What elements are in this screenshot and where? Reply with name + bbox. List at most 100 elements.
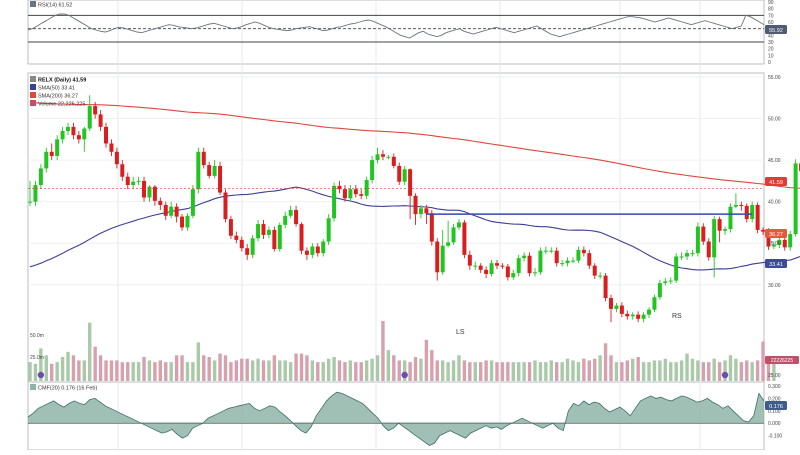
price-panel-frame	[27, 72, 765, 383]
candle-body	[60, 131, 65, 140]
volume-bars	[28, 321, 776, 381]
candle-body	[364, 180, 369, 196]
volume-bar	[538, 362, 543, 381]
candle-body	[321, 241, 326, 254]
volume-bar	[202, 355, 206, 381]
volume-bar	[533, 360, 537, 381]
candle-body	[603, 275, 608, 299]
volume-bar	[473, 362, 477, 381]
candle-body	[337, 185, 342, 190]
volume-bar	[603, 343, 608, 381]
volume-bar	[115, 360, 119, 381]
volume-bar	[109, 360, 114, 381]
rsi-last-tag: 55.92	[765, 25, 787, 34]
volume-bar	[180, 355, 184, 381]
cmf-legend: CMF(20) 0.176 (16 Feb)	[30, 384, 97, 392]
volume-bar	[136, 362, 141, 381]
volume-bar	[446, 362, 450, 381]
cmf-legend-label: CMF(20)	[38, 386, 60, 392]
candle-body	[663, 281, 668, 284]
volume-bar	[142, 357, 146, 381]
candle-body	[174, 206, 179, 217]
candle-body	[109, 143, 114, 152]
candle-body	[587, 253, 592, 266]
candle-body	[228, 219, 233, 236]
candle-body	[120, 164, 125, 177]
candle-body	[571, 260, 575, 262]
svg-text:41.59: 41.59	[769, 180, 783, 186]
candle-body	[256, 224, 261, 239]
candle-body	[98, 114, 103, 127]
volume-bar	[153, 362, 157, 381]
volume-bar	[402, 360, 407, 381]
price-overlays	[28, 188, 764, 379]
rsi-legend-label: RSI(14)	[38, 3, 57, 9]
rsi-legend: RSI(14) 61.52	[30, 1, 72, 9]
svg-text:RSI(14) 61.52: RSI(14) 61.52	[38, 3, 72, 9]
candle-body	[494, 263, 499, 266]
candle-body	[690, 253, 695, 255]
volume-bar	[728, 355, 733, 381]
volume-bar	[316, 362, 320, 381]
candle-body	[793, 163, 798, 235]
candle-body	[66, 126, 71, 132]
rsi-panel-frame	[27, 0, 765, 65]
volume-bar	[468, 362, 472, 381]
volume-bar	[555, 362, 559, 381]
candle-body	[788, 234, 793, 248]
candle-body	[55, 139, 60, 156]
volume-bar	[245, 358, 249, 381]
candle-body	[581, 249, 586, 254]
candle-body	[131, 181, 136, 186]
candle-body	[712, 219, 717, 258]
volume-bar	[392, 355, 396, 381]
candle-body	[87, 106, 92, 129]
volume-bar	[88, 322, 92, 381]
volume-bar	[223, 355, 228, 381]
candlesticks	[28, 95, 800, 323]
volume-bar	[712, 358, 716, 381]
volume-bar	[375, 355, 380, 381]
rsi-panel	[27, 13, 765, 43]
svg-text:55.92: 55.92	[769, 28, 783, 34]
candle-body	[630, 314, 635, 317]
volume-bar	[663, 358, 668, 381]
candle-body	[717, 219, 722, 231]
volume-bar	[652, 360, 657, 381]
cmf-tick-label: 0.000	[768, 421, 781, 427]
candle-body	[739, 204, 744, 206]
candle-body	[310, 246, 315, 255]
earnings-marker	[37, 371, 45, 379]
sma200-tag: 36.27	[765, 229, 787, 238]
candle-body	[185, 215, 190, 228]
price-legend: RELX (Daily) 41.59 SMA(50) 33.41 SMA(200…	[30, 76, 86, 108]
svg-text:33.41: 33.41	[769, 262, 783, 268]
volume-bar	[506, 362, 510, 381]
candle-body	[435, 241, 440, 273]
candle-body	[609, 298, 614, 309]
volume-bar	[489, 360, 494, 381]
volume-bar	[212, 360, 217, 381]
volume-bar	[511, 362, 515, 381]
volume-bar	[484, 360, 488, 381]
volume-bar	[240, 358, 244, 381]
volume-bar	[370, 358, 374, 381]
volume-bar	[39, 348, 43, 381]
candle-body	[484, 269, 489, 274]
candle-body	[685, 253, 690, 257]
candle-body	[93, 106, 98, 115]
volume-bar	[755, 360, 760, 381]
sma50-legend: SMA(50) 33.41	[38, 86, 75, 92]
candle-body	[706, 241, 711, 258]
last-price-tag: 41.59	[765, 177, 787, 186]
candle-body	[701, 226, 706, 242]
rsi-tick-label: 30	[768, 40, 774, 46]
candle-body	[49, 151, 54, 156]
candle-body	[370, 160, 375, 181]
candle-body	[158, 200, 163, 205]
candle-body	[299, 224, 304, 251]
candle-body	[549, 250, 554, 252]
candle-body	[413, 195, 418, 215]
candle-body	[190, 189, 195, 216]
